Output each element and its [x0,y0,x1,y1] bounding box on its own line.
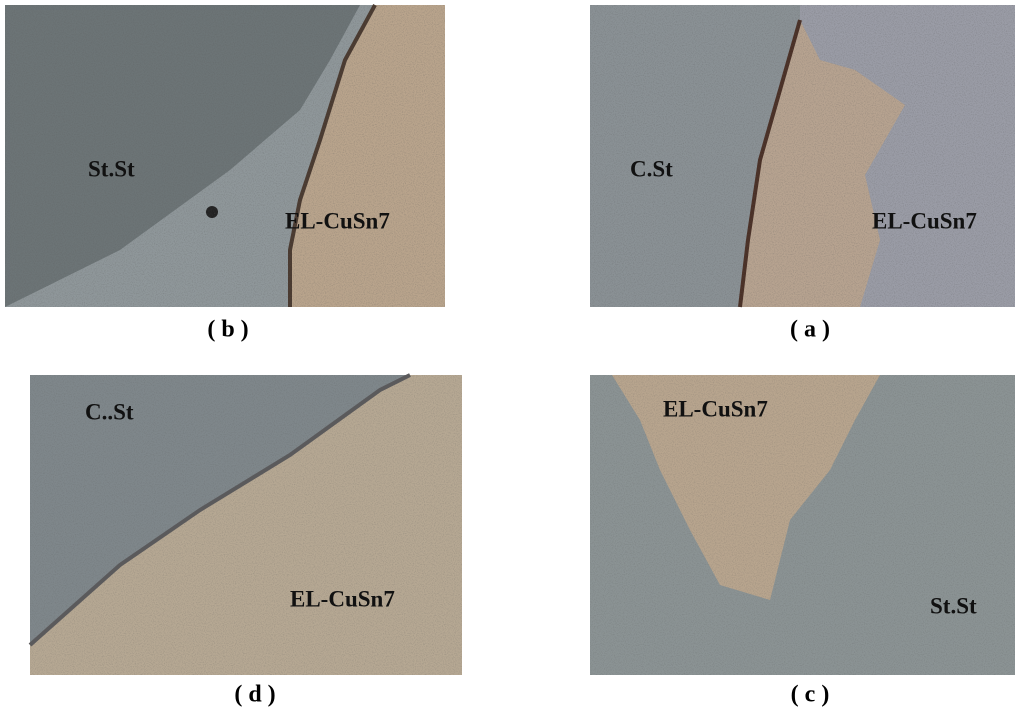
panel-caption: ( d ) [234,682,275,708]
region-label: EL-CuSn7 [285,208,390,233]
page: St.St EL-CuSn7 ( b ) C.St EL-CuSn7 ( a )… [0,0,1019,714]
region-label: EL-CuSn7 [663,396,768,421]
region-label: EL-CuSn7 [872,208,977,233]
figure: St.St EL-CuSn7 ( b ) C.St EL-CuSn7 ( a )… [0,0,1019,714]
micrograph-c [590,375,1015,675]
region-label: St.St [930,593,977,618]
region-label: EL-CuSn7 [290,586,395,611]
region-label: C.St [630,156,673,181]
micrograph-b [5,5,445,307]
region-label: St.St [88,156,135,181]
panel-caption: ( b ) [207,317,248,343]
panel-caption: ( c ) [791,682,830,708]
region-label: C..St [85,399,134,424]
panel-caption: ( a ) [790,317,830,343]
